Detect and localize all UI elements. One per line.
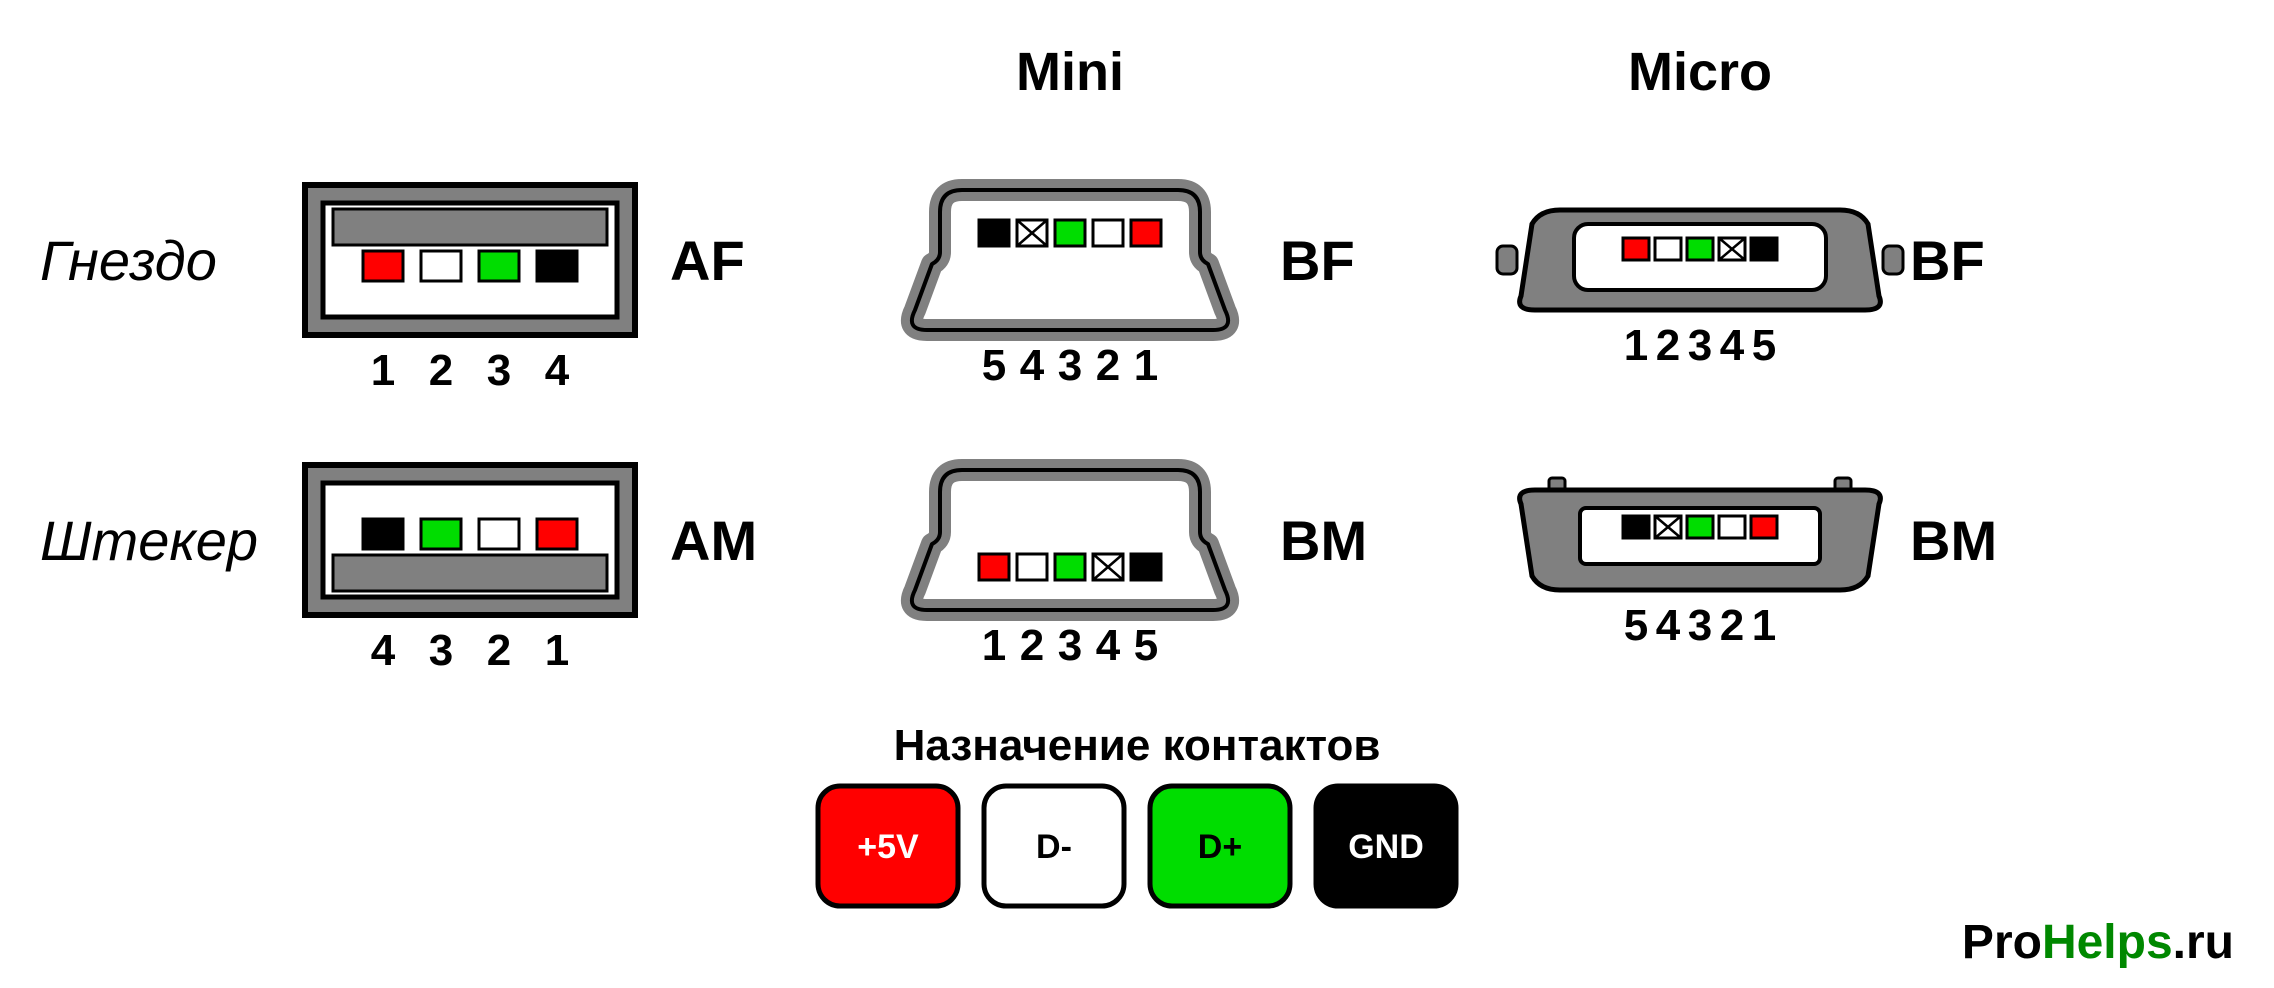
legend-title: Назначение контактов — [894, 721, 1381, 770]
svg-text:3: 3 — [487, 346, 511, 395]
svg-text:1: 1 — [545, 626, 569, 675]
row-label-socket: Гнездо — [40, 229, 217, 292]
svg-text:2: 2 — [1720, 601, 1744, 650]
row-label-plug: Штекер — [40, 509, 258, 572]
legend-item: +5V — [818, 786, 958, 906]
svg-text:5: 5 — [1624, 601, 1648, 650]
micro-usb-female: 12345 BF — [1497, 210, 1985, 370]
svg-text:D+: D+ — [1198, 828, 1242, 866]
svg-text:2: 2 — [1096, 341, 1120, 390]
legend-item: D+ — [1150, 786, 1290, 906]
svg-text:5: 5 — [1752, 321, 1776, 370]
svg-text:4: 4 — [1656, 601, 1681, 650]
usb-a-male: 4321 AM — [305, 465, 757, 675]
svg-text:4: 4 — [371, 626, 396, 675]
svg-text:4: 4 — [1720, 321, 1745, 370]
svg-text:BF: BF — [1910, 229, 1985, 292]
svg-text:1: 1 — [1134, 341, 1158, 390]
header-mini: Mini — [1016, 42, 1124, 102]
svg-text:ProHelps.ru: ProHelps.ru — [1962, 916, 2234, 969]
svg-text:2: 2 — [1656, 321, 1680, 370]
legend-item: D- — [984, 786, 1124, 906]
svg-text:BM: BM — [1910, 509, 1997, 572]
svg-text:4: 4 — [545, 346, 570, 395]
svg-text:GND: GND — [1348, 828, 1424, 866]
watermark: ProHelps.ru — [1962, 916, 2234, 969]
svg-text:1: 1 — [1752, 601, 1776, 650]
svg-text:1: 1 — [371, 346, 395, 395]
svg-text:3: 3 — [1688, 601, 1712, 650]
mini-usb-female: 54321 BF — [912, 190, 1355, 390]
micro-usb-male: 54321 BM — [1520, 478, 1997, 650]
svg-text:4: 4 — [1020, 341, 1045, 390]
svg-text:2: 2 — [487, 626, 511, 675]
svg-text:BM: BM — [1280, 509, 1367, 572]
svg-text:BF: BF — [1280, 229, 1355, 292]
svg-text:3: 3 — [1058, 341, 1082, 390]
svg-text:3: 3 — [1058, 621, 1082, 670]
svg-text:5: 5 — [1134, 621, 1158, 670]
svg-text:1: 1 — [982, 621, 1006, 670]
mini-usb-male: 12345 BM — [912, 470, 1367, 670]
svg-text:3: 3 — [1688, 321, 1712, 370]
svg-text:D-: D- — [1036, 828, 1072, 866]
svg-text:1: 1 — [1624, 321, 1648, 370]
svg-text:3: 3 — [429, 626, 453, 675]
legend-item: GND — [1316, 786, 1456, 906]
svg-text:2: 2 — [429, 346, 453, 395]
svg-text:5: 5 — [982, 341, 1006, 390]
type-label: AF — [670, 229, 745, 292]
svg-text:4: 4 — [1096, 621, 1121, 670]
usb-pinout-diagram: MiniMicroГнездоШтекер1234AF4321AM54321BF… — [0, 0, 2274, 988]
svg-text:+5V: +5V — [857, 828, 919, 866]
svg-text:2: 2 — [1020, 621, 1044, 670]
usb-a-female: 1234 AF — [305, 185, 745, 395]
type-label: AM — [670, 509, 757, 572]
header-micro: Micro — [1628, 42, 1772, 102]
